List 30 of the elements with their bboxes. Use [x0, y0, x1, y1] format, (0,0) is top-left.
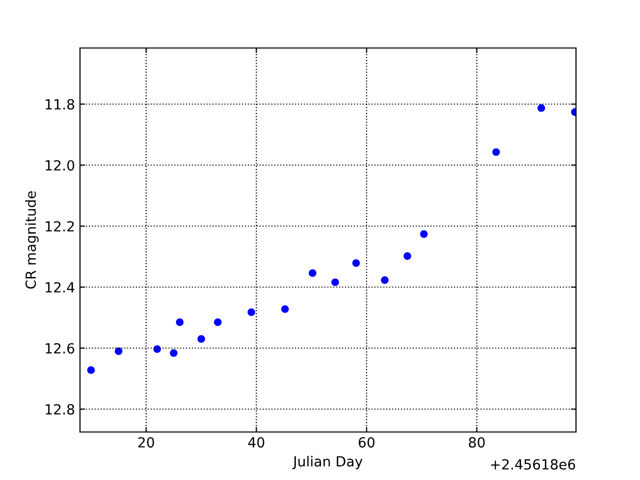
point: [214, 318, 222, 326]
y-tick-label: 12.2: [46, 221, 74, 232]
text: +2.45618e6: [491, 459, 576, 470]
point: [281, 305, 289, 313]
point: [197, 335, 206, 343]
y-tick-label: 12.6: [46, 343, 74, 354]
point: [331, 278, 339, 286]
x-tick-label: 20: [138, 437, 154, 448]
x-tick-label: 80: [468, 437, 485, 448]
point: [380, 276, 389, 284]
y-tick-label: 12.8: [46, 404, 74, 415]
point: [170, 349, 178, 357]
y-axis-title: CR magnitude: [25, 191, 39, 289]
point: [248, 308, 256, 316]
point: [492, 148, 500, 156]
x-tick-label: 40: [248, 437, 264, 448]
y-tick-label: 12.4: [46, 282, 74, 292]
point: [87, 366, 95, 374]
point: [153, 345, 161, 353]
point: [308, 269, 316, 277]
y-tick-label: 12.0: [46, 160, 74, 171]
point: [537, 104, 546, 112]
point: [352, 259, 360, 267]
x-axis-title: Julian Day: [292, 456, 362, 470]
point: [420, 230, 428, 238]
y-tick-label: 11.8: [46, 99, 74, 110]
point: [114, 347, 122, 355]
point: [176, 318, 184, 326]
point: [404, 252, 412, 260]
x-tick-label: 60: [358, 437, 374, 448]
